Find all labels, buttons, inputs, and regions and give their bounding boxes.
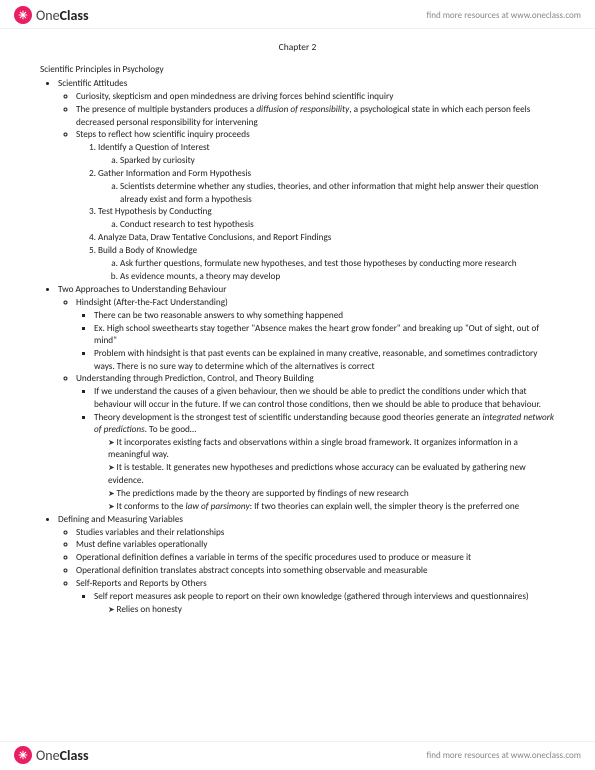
section-two-approaches: Two Approaches to Understanding Behaviou… (58, 284, 555, 513)
list-item: The presence of multiple bystanders prod… (76, 104, 555, 129)
brand-part-2: Class (60, 747, 89, 764)
outline-root: Scientific Attitudes Curiosity, skeptici… (40, 78, 555, 616)
logo-icon: ✳ (14, 6, 32, 24)
header-tagline[interactable]: find more resources at www.oneclass.com (426, 10, 581, 21)
logo-icon: ✳ (14, 746, 32, 764)
list-item: Studies variables and their relationship… (76, 527, 555, 539)
list-item: Self-Reports and Reports by Others Self … (76, 578, 555, 616)
text: Self-Reports and Reports by Others (76, 578, 207, 589)
logo-text: OneClass (36, 7, 89, 24)
text: Gather Information and Form Hypothesis (98, 168, 251, 179)
section-title: Two Approaches to Understanding Behaviou… (58, 284, 226, 295)
section-title: Defining and Measuring Variables (58, 514, 183, 525)
list-item: Operational definition defines a variabl… (76, 552, 555, 564)
sub-item: As evidence mounts, a theory may develop (120, 271, 555, 283)
italic-term: diffusion of responsibility (256, 104, 349, 115)
text: Test Hypothesis by Conducting (98, 206, 212, 217)
list-item: Curiosity, skepticism and open mindednes… (76, 91, 555, 103)
step-item: Analyze Data, Draw Tentative Conclusions… (98, 232, 555, 244)
list-item: If we understand the causes of a given b… (94, 386, 555, 411)
document-body: Chapter 2 Scientific Principles in Psych… (0, 29, 595, 653)
list-item: Operational definition translates abstra… (76, 565, 555, 577)
list-item: Ex. High school sweethearts stay togethe… (94, 323, 555, 348)
main-heading: Scientific Principles in Psychology (40, 64, 555, 76)
text: The presence of multiple bystanders prod… (76, 104, 256, 115)
chapter-title: Chapter 2 (40, 41, 555, 54)
sub-item: Scientists determine whether any studies… (120, 181, 555, 206)
section-scientific-attitudes: Scientific Attitudes Curiosity, skeptici… (58, 78, 555, 283)
list-item: Must define variables operationally (76, 539, 555, 551)
text: Steps to reflect how scientific inquiry … (76, 129, 250, 140)
text: Self report measures ask people to repor… (94, 591, 529, 602)
section-title: Scientific Attitudes (58, 78, 127, 89)
subsection-prediction: Understanding through Prediction, Contro… (76, 373, 555, 513)
subsection-hindsight: Hindsight (After-the-Fact Understanding)… (76, 297, 555, 373)
page-footer: ✳ OneClass find more resources at www.on… (0, 741, 595, 770)
list-item: Steps to reflect how scientific inquiry … (76, 129, 555, 283)
good-theory-item: It is testable. It generates new hypothe… (108, 462, 555, 487)
sub-item: Ask further questions, formulate new hyp… (120, 258, 555, 270)
text: Identify a Question of Interest (98, 142, 210, 153)
text: : If two theories can explain well, the … (250, 501, 520, 512)
list-item: Problem with hindsight is that past even… (94, 348, 555, 373)
text: . To be good… (145, 424, 197, 435)
brand-part-1: One (36, 747, 60, 764)
brand-logo: ✳ OneClass (14, 6, 89, 24)
step-item: Identify a Question of Interest Sparked … (98, 142, 555, 167)
logo-text: OneClass (36, 747, 89, 764)
italic-term: law of parsimony (186, 501, 250, 512)
sub-item: Sparked by curiosity (120, 155, 555, 167)
good-theory-item: The predictions made by the theory are s… (108, 488, 555, 500)
text: Theory development is the strongest test… (94, 412, 482, 423)
step-item: Test Hypothesis by Conducting Conduct re… (98, 206, 555, 231)
text: It conforms to the (117, 501, 186, 512)
list-item: Relies on honesty (108, 604, 555, 616)
brand-logo-footer: ✳ OneClass (14, 746, 89, 764)
text: Build a Body of Knowledge (98, 245, 197, 256)
section-defining-variables: Defining and Measuring Variables Studies… (58, 514, 555, 617)
list-item: There can be two reasonable answers to w… (94, 310, 555, 322)
text: Understanding through Prediction, Contro… (76, 373, 314, 384)
page-header: ✳ OneClass find more resources at www.on… (0, 0, 595, 29)
good-theory-item: It incorporates existing facts and obser… (108, 437, 555, 462)
list-item: Theory development is the strongest test… (94, 412, 555, 513)
step-item: Build a Body of Knowledge Ask further qu… (98, 245, 555, 283)
brand-part-1: One (36, 7, 60, 24)
step-item: Gather Information and Form Hypothesis S… (98, 168, 555, 206)
footer-tagline[interactable]: find more resources at www.oneclass.com (426, 750, 581, 761)
brand-part-2: Class (60, 7, 89, 24)
good-theory-item: It conforms to the law of parsimony: If … (108, 501, 555, 513)
text: Hindsight (After-the-Fact Understanding) (76, 297, 228, 308)
sub-item: Conduct research to test hypothesis (120, 219, 555, 231)
list-item: Self report measures ask people to repor… (94, 591, 555, 616)
